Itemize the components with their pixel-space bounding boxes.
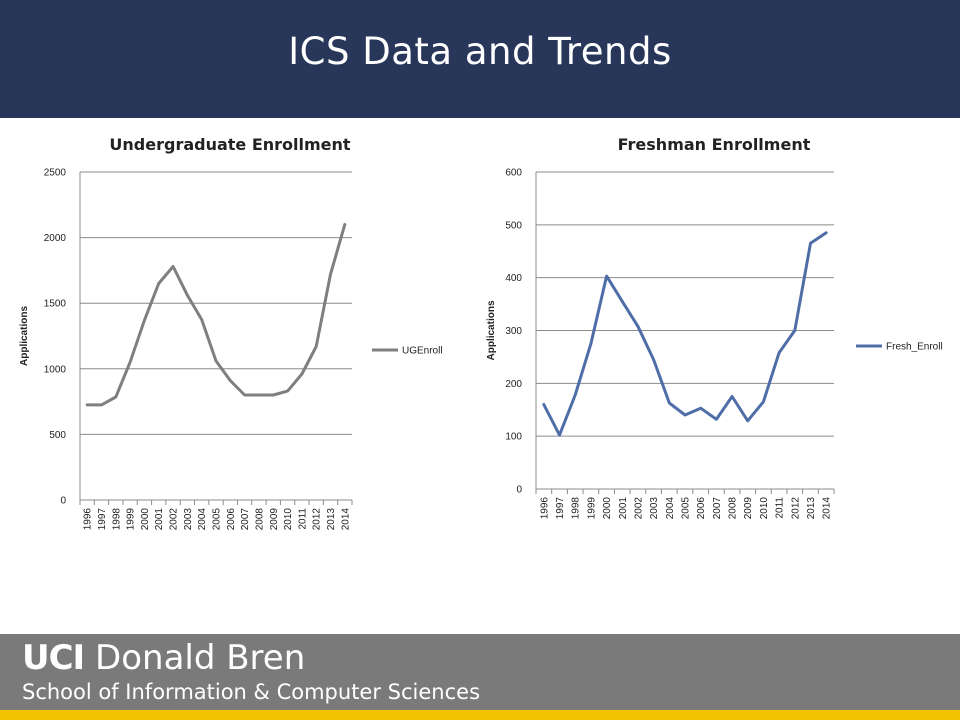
legend-label: UGEnroll xyxy=(402,346,443,357)
x-tick-label: 2009 xyxy=(743,497,754,520)
y-tick-label: 2500 xyxy=(44,168,67,179)
x-tick-label: 1998 xyxy=(571,497,582,520)
x-tick-label: 1999 xyxy=(586,497,597,520)
y-tick-label: 0 xyxy=(60,496,66,507)
x-tick-label: 2012 xyxy=(790,497,801,520)
footer-accent-stripe xyxy=(0,710,960,720)
x-tick-label: 2010 xyxy=(759,497,770,520)
logo-school: School of Information & Computer Science… xyxy=(22,680,481,704)
y-tick-label: 500 xyxy=(505,220,522,231)
chart-title: Freshman Enrollment xyxy=(618,135,811,154)
x-tick-label: 1999 xyxy=(126,508,137,531)
series-line xyxy=(85,223,347,407)
slide-title: ICS Data and Trends xyxy=(288,30,672,73)
x-tick-label: 2014 xyxy=(822,497,833,520)
x-tick-label: 2011 xyxy=(297,508,308,530)
x-tick-label: 2011 xyxy=(775,497,786,519)
slide-header: ICS Data and Trends xyxy=(0,0,960,118)
x-tick-label: 2003 xyxy=(649,497,660,520)
y-tick-label: 2000 xyxy=(44,233,67,244)
x-tick-label: 2012 xyxy=(312,508,323,531)
x-tick-label: 2005 xyxy=(212,508,223,531)
x-tick-label: 2000 xyxy=(140,508,151,531)
y-tick-label: 600 xyxy=(505,168,522,179)
x-tick-label: 2004 xyxy=(197,508,208,531)
undergraduate-enrollment-chart: Undergraduate Enrollment 0 500 1000 1500 2000… xyxy=(0,118,480,558)
x-tick-label: 2010 xyxy=(283,508,294,531)
x-tick-label: 2007 xyxy=(712,497,723,520)
y-tick-label: 100 xyxy=(505,432,522,443)
legend-label: Fresh_Enroll xyxy=(886,342,943,353)
logo-uci: UCI xyxy=(22,638,85,678)
chart-title: Undergraduate Enrollment xyxy=(109,135,351,154)
y-tick-label: 0 xyxy=(516,485,522,496)
x-tick-label: 2001 xyxy=(618,497,629,520)
x-tick-label: 2014 xyxy=(340,508,351,531)
y-tick-label: 1500 xyxy=(44,299,67,310)
freshman-enrollment-chart: Freshman Enrollment 0 100 200 300 400 500 600 19… xyxy=(470,118,960,558)
y-tick-label: 400 xyxy=(505,273,522,284)
footer-band xyxy=(0,634,960,710)
y-axis-label: Applications xyxy=(19,306,30,366)
series-line xyxy=(542,231,828,437)
x-tick-label: 2005 xyxy=(681,497,692,520)
x-tick-label: 1998 xyxy=(111,508,122,531)
x-tick-label: 2003 xyxy=(183,508,194,531)
x-tick-label: 1997 xyxy=(97,508,108,531)
logo-name: Donald Bren xyxy=(95,638,306,678)
freshman-enrollment-svg: Freshman Enrollment 0 100 200 300 400 500 600 19… xyxy=(486,135,943,520)
y-tick-label: 500 xyxy=(49,430,66,441)
x-tick-label: 2001 xyxy=(154,508,165,531)
y-tick-label: 200 xyxy=(505,379,522,390)
y-tick-label: 300 xyxy=(505,326,522,337)
x-tick-label: 2013 xyxy=(806,497,817,520)
x-tick-label: 1996 xyxy=(83,508,94,531)
x-tick-label: 2004 xyxy=(665,497,676,520)
y-tick-label: 1000 xyxy=(44,364,67,375)
x-tick-label: 2002 xyxy=(633,497,644,520)
x-tick-label: 1996 xyxy=(539,497,550,520)
x-tick-label: 2008 xyxy=(254,508,265,531)
x-tick-label: 2008 xyxy=(728,497,739,520)
uci-logo-wordmark: UCI Donald Bren xyxy=(22,640,305,676)
x-tick-label: 2002 xyxy=(169,508,180,531)
x-tick-label: 2007 xyxy=(240,508,251,531)
x-tick-label: 2006 xyxy=(226,508,237,531)
x-tick-label: 1997 xyxy=(555,497,566,520)
x-tick-label: 2000 xyxy=(602,497,613,520)
x-tick-label: 2006 xyxy=(696,497,707,520)
x-tick-label: 2013 xyxy=(326,508,337,531)
x-tick-label: 2009 xyxy=(269,508,280,531)
y-axis-label: Applications xyxy=(486,300,497,360)
undergraduate-enrollment-svg: Undergraduate Enrollment 0 500 1000 1500 2000… xyxy=(19,135,443,531)
